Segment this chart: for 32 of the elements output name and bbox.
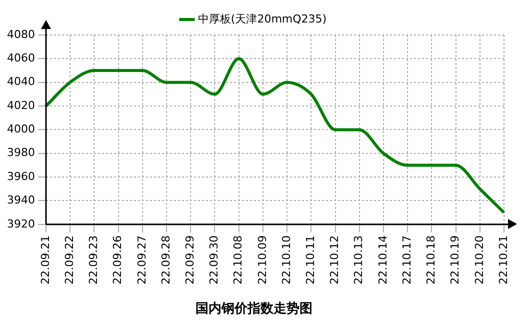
y-tick-label: 4000 xyxy=(6,122,35,136)
x-tick-label: 22.10.18 xyxy=(424,235,438,284)
x-tick-label: 22.10.10 xyxy=(280,235,293,284)
x-tick-label: 22.09.29 xyxy=(183,235,196,284)
text: 国内钢价指数走势图 xyxy=(196,300,312,317)
legend-label: 中厚板(天津20mmQ235) xyxy=(198,12,327,26)
y-tick-label: 4080 xyxy=(6,28,35,41)
y-tick-label: 3960 xyxy=(6,170,35,183)
x-tick-label: 22.10.09 xyxy=(256,235,269,284)
x-tick-label: 22.09.27 xyxy=(135,235,148,284)
x-tick-label: 22.09.28 xyxy=(159,235,172,284)
x-tick-label: 22.10.17 xyxy=(400,235,414,284)
x-tick-label: 22.10.14 xyxy=(376,235,390,284)
x-tick-label: 22.10.20 xyxy=(472,235,486,284)
y-tick-label: 3920 xyxy=(6,217,35,230)
x-tick-label: 22.09.23 xyxy=(87,235,100,284)
y-tick-label: 4060 xyxy=(6,52,35,65)
y-tick-label: 4020 xyxy=(6,98,35,112)
y-tick-label: 3940 xyxy=(6,194,35,207)
x-tick-label: 22.10.19 xyxy=(448,235,462,284)
y-tick-label: 4040 xyxy=(6,75,35,88)
x-tick-label: 22.09.26 xyxy=(111,235,124,284)
x-tick-label: 22.10.08 xyxy=(232,235,245,284)
y-tick-label: 3980 xyxy=(6,146,35,160)
x-tick-label: 22.10.13 xyxy=(352,235,366,284)
x-tick-label: 22.09.21 xyxy=(38,235,52,284)
x-tick-label: 22.10.21 xyxy=(496,235,510,284)
x-tick-label: 22.09.22 xyxy=(62,235,76,284)
x-tick-label: 22.10.12 xyxy=(328,235,342,284)
line-series xyxy=(44,57,506,214)
x-tick-label: 22.10.11 xyxy=(304,235,318,284)
x-tick-label: 22.09.30 xyxy=(208,235,221,284)
